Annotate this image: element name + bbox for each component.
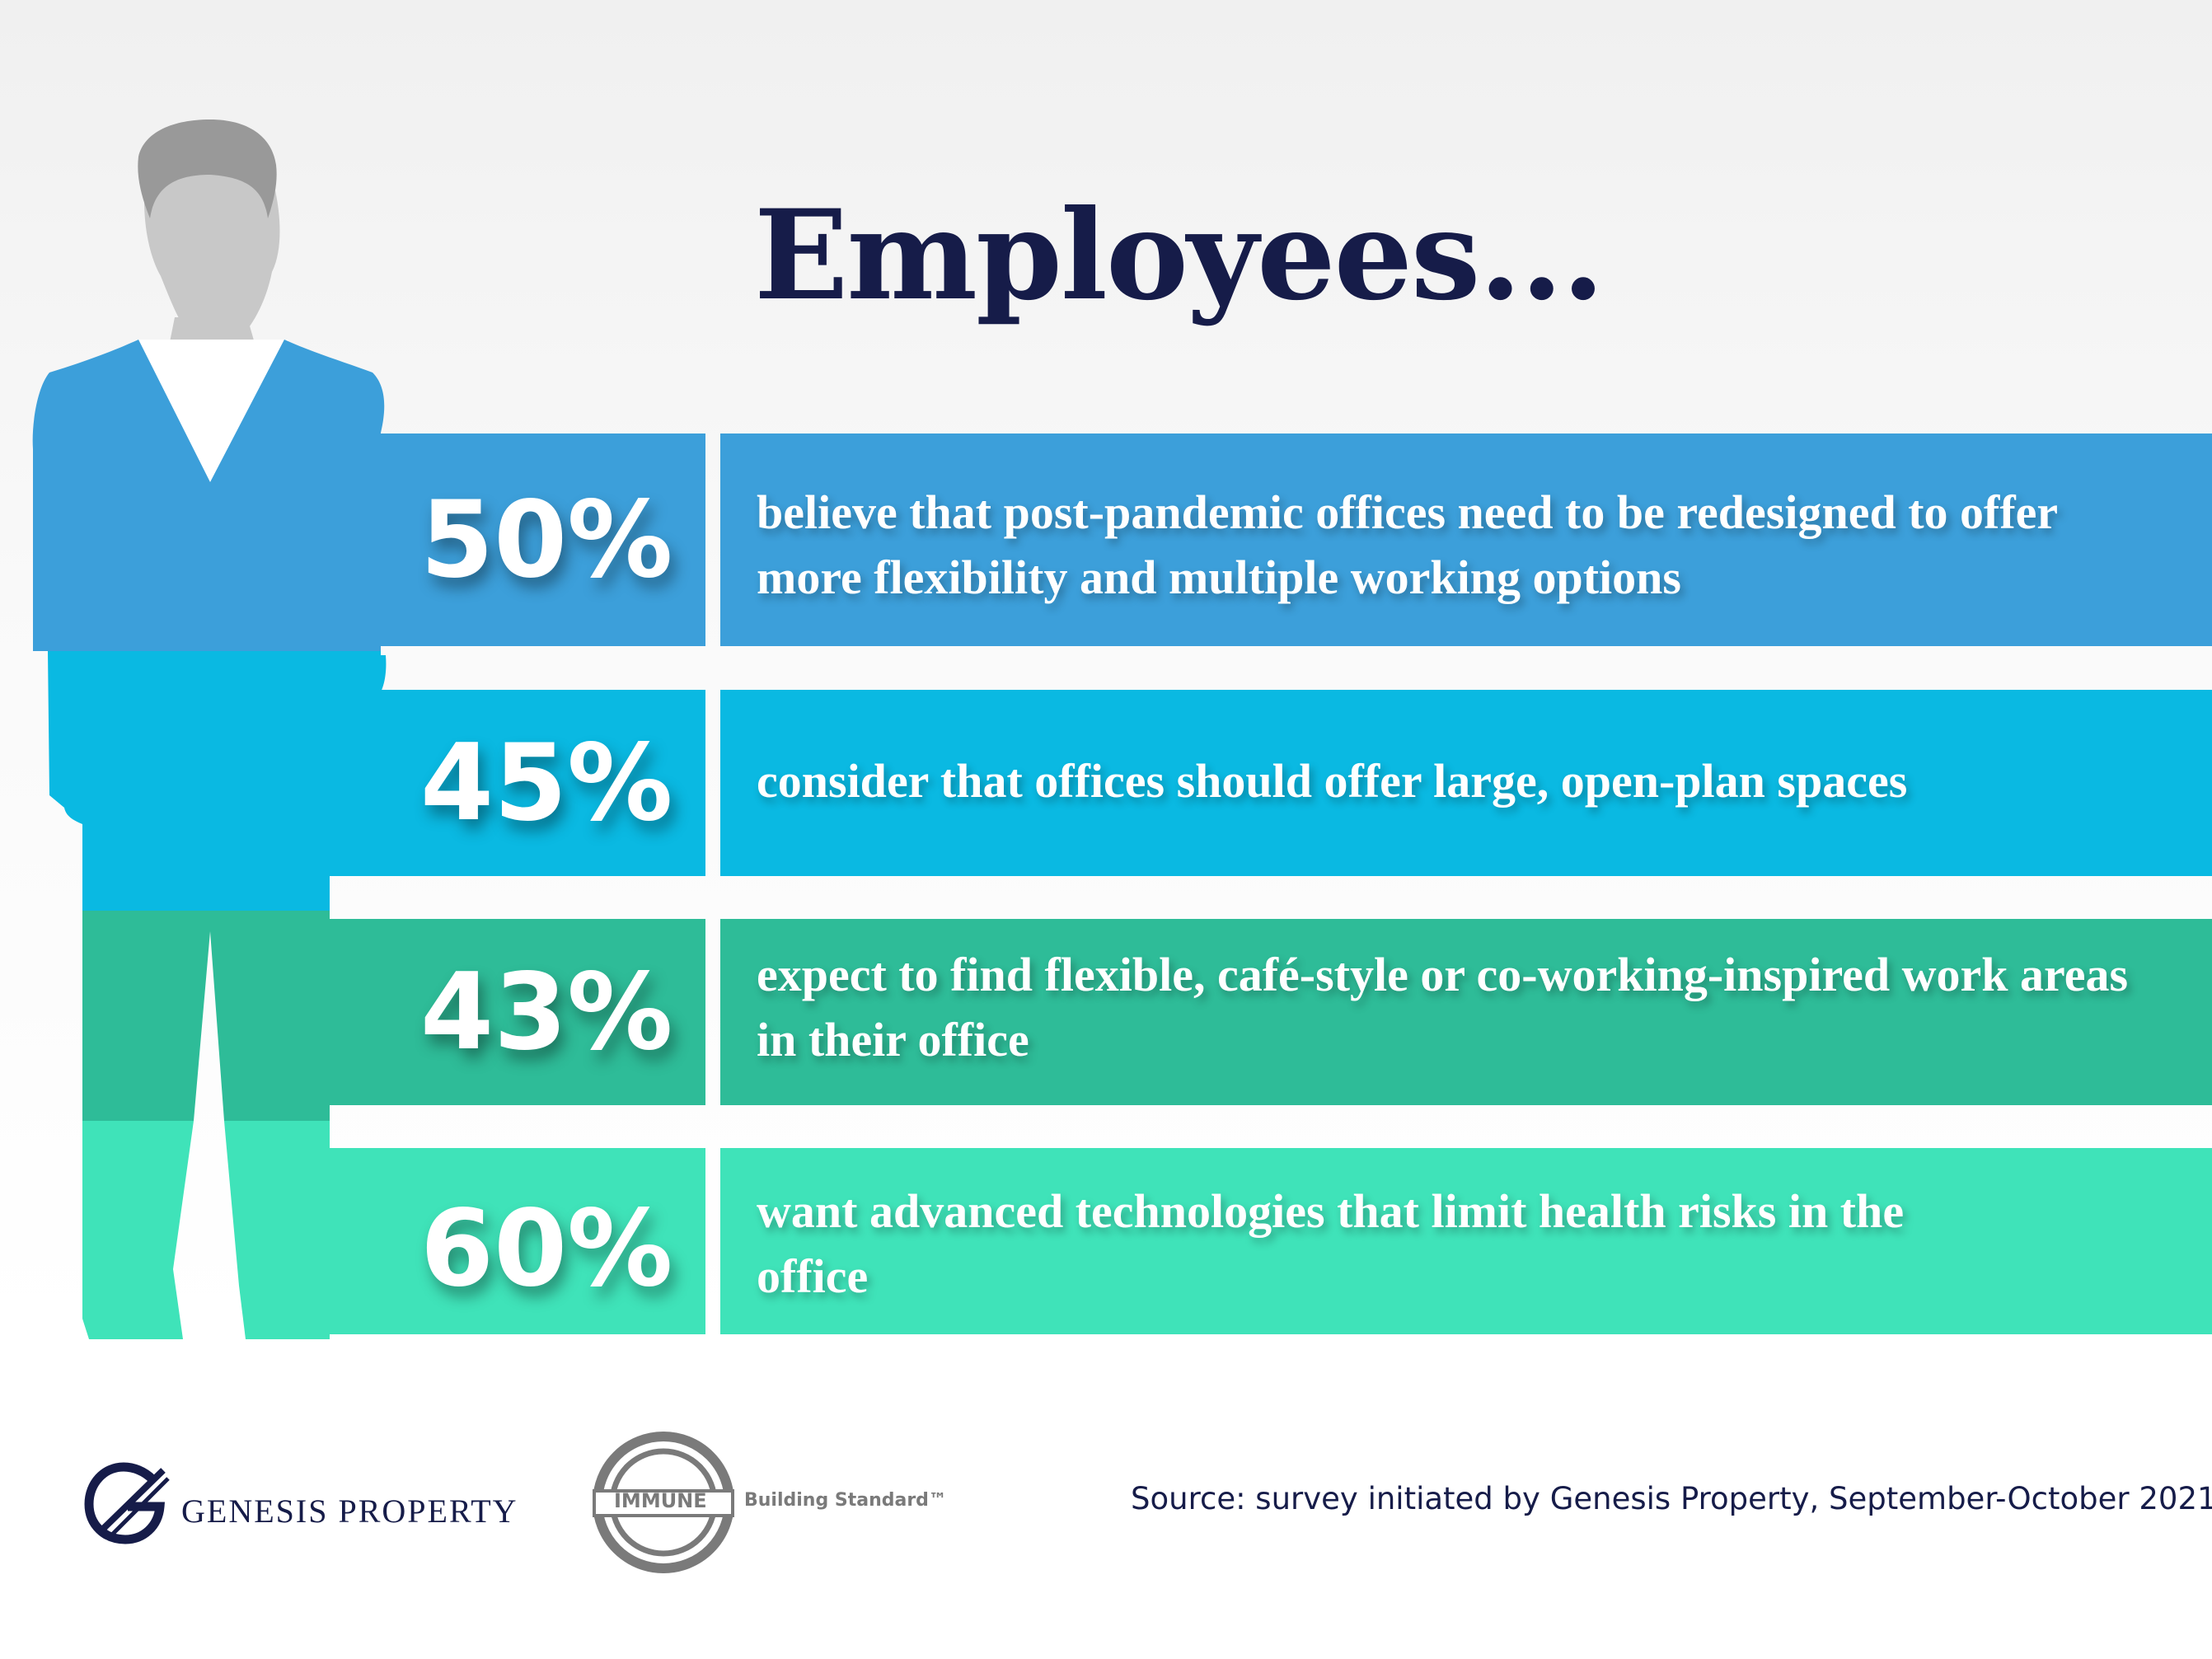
torso-upper — [32, 340, 385, 651]
person-silhouette — [32, 120, 387, 1339]
immune-standard-text: Building Standard™ — [744, 1490, 947, 1511]
statement-block-3 — [720, 919, 2212, 1105]
immune-label: IMMUNE — [614, 1489, 707, 1512]
hair-shape — [138, 120, 277, 218]
percent-block-1 — [330, 433, 705, 646]
genesis-logo-icon — [84, 1462, 170, 1544]
statement-text-1: believe that post-pandemic offices need … — [757, 485, 2058, 604]
neck-shape — [169, 317, 255, 346]
statement-block-1 — [720, 433, 2212, 646]
statement-text-3: expect to find flexible, café-style or c… — [757, 948, 2129, 1066]
shirt-shape — [136, 340, 288, 482]
percent-block-4 — [330, 1148, 705, 1334]
statement-text-2: consider that offices should offer large… — [757, 754, 1908, 808]
torso-middle — [33, 651, 387, 911]
statement-text-4: want advanced technologies that limit he… — [757, 1184, 1905, 1303]
source-note: Source: survey initiated by Genesis Prop… — [1131, 1481, 2212, 1516]
genesis-logo-text: GENESIS PROPERTY — [181, 1493, 518, 1530]
legs-lower — [82, 1121, 194, 1339]
percent-block-3 — [330, 919, 705, 1105]
legs-lower-right — [224, 1121, 330, 1339]
immune-ring-icon — [589, 1432, 738, 1573]
percent-value-4: 60% — [420, 1188, 673, 1310]
legs-upper — [82, 911, 330, 1121]
statement-block-2 — [720, 690, 2212, 876]
page-title: Employees... — [754, 183, 1605, 328]
percent-value-2: 45% — [420, 722, 673, 845]
percent-value-1: 50% — [420, 479, 673, 602]
statement-block-4 — [720, 1148, 2212, 1334]
head-shape — [144, 147, 280, 330]
percent-value-3: 43% — [420, 951, 673, 1074]
percent-block-2 — [330, 690, 705, 876]
